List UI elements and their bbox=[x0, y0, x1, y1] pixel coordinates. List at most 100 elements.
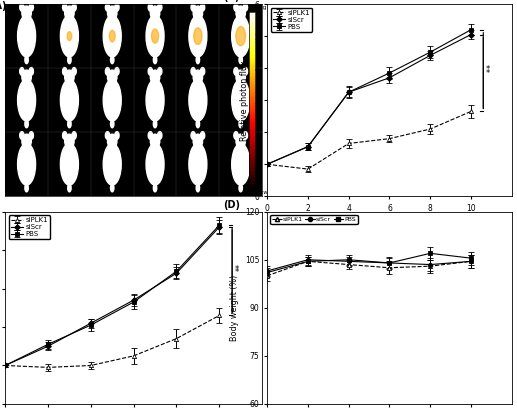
Ellipse shape bbox=[63, 132, 67, 139]
Ellipse shape bbox=[236, 6, 246, 20]
Ellipse shape bbox=[105, 3, 110, 11]
Ellipse shape bbox=[154, 120, 157, 128]
Ellipse shape bbox=[111, 56, 114, 64]
Ellipse shape bbox=[146, 80, 164, 121]
X-axis label: Time (d): Time (d) bbox=[371, 219, 408, 228]
Ellipse shape bbox=[232, 80, 250, 121]
Ellipse shape bbox=[234, 132, 238, 139]
Ellipse shape bbox=[25, 120, 28, 128]
Ellipse shape bbox=[201, 67, 205, 75]
Ellipse shape bbox=[239, 56, 242, 64]
Ellipse shape bbox=[236, 70, 246, 84]
Ellipse shape bbox=[196, 184, 200, 192]
Legend: siPLK1, siScr, PBS: siPLK1, siScr, PBS bbox=[9, 215, 50, 239]
Ellipse shape bbox=[234, 3, 238, 11]
Ellipse shape bbox=[111, 120, 114, 128]
Ellipse shape bbox=[201, 3, 205, 11]
Y-axis label: Body weight (%): Body weight (%) bbox=[231, 275, 239, 341]
Ellipse shape bbox=[193, 134, 203, 148]
Text: *: * bbox=[485, 69, 490, 78]
Ellipse shape bbox=[22, 70, 32, 84]
Ellipse shape bbox=[22, 6, 32, 20]
Ellipse shape bbox=[193, 70, 203, 84]
Ellipse shape bbox=[22, 134, 32, 148]
Text: High: High bbox=[256, 5, 271, 11]
Ellipse shape bbox=[29, 67, 34, 75]
Ellipse shape bbox=[239, 120, 242, 128]
Ellipse shape bbox=[68, 56, 71, 64]
Legend: siPLK1, siScr, PBS: siPLK1, siScr, PBS bbox=[270, 215, 358, 224]
Ellipse shape bbox=[103, 144, 121, 185]
Ellipse shape bbox=[150, 70, 160, 84]
Ellipse shape bbox=[146, 15, 164, 57]
Text: *: * bbox=[485, 65, 490, 74]
Ellipse shape bbox=[232, 15, 250, 57]
Ellipse shape bbox=[158, 3, 162, 11]
Ellipse shape bbox=[191, 132, 195, 139]
Ellipse shape bbox=[18, 80, 36, 121]
Ellipse shape bbox=[244, 3, 248, 11]
Ellipse shape bbox=[60, 80, 79, 121]
Ellipse shape bbox=[115, 132, 119, 139]
Ellipse shape bbox=[196, 120, 200, 128]
Text: (A): (A) bbox=[0, 1, 7, 11]
Ellipse shape bbox=[148, 132, 153, 139]
Ellipse shape bbox=[68, 120, 71, 128]
Ellipse shape bbox=[29, 132, 34, 139]
Text: (B): (B) bbox=[223, 0, 239, 2]
Ellipse shape bbox=[65, 134, 74, 148]
Ellipse shape bbox=[146, 144, 164, 185]
Legend: siPLK1, siScr, PBS: siPLK1, siScr, PBS bbox=[270, 8, 312, 32]
Ellipse shape bbox=[63, 67, 67, 75]
Ellipse shape bbox=[103, 80, 121, 121]
Ellipse shape bbox=[20, 67, 24, 75]
Ellipse shape bbox=[158, 67, 162, 75]
Text: *: * bbox=[234, 268, 238, 277]
Ellipse shape bbox=[158, 132, 162, 139]
Ellipse shape bbox=[108, 70, 117, 84]
Ellipse shape bbox=[239, 184, 242, 192]
Ellipse shape bbox=[103, 15, 121, 57]
Ellipse shape bbox=[65, 6, 74, 20]
Ellipse shape bbox=[148, 67, 153, 75]
Ellipse shape bbox=[108, 134, 117, 148]
Ellipse shape bbox=[67, 32, 72, 41]
Ellipse shape bbox=[72, 67, 76, 75]
Ellipse shape bbox=[244, 132, 248, 139]
Ellipse shape bbox=[191, 3, 195, 11]
Ellipse shape bbox=[148, 3, 153, 11]
Ellipse shape bbox=[201, 132, 205, 139]
Ellipse shape bbox=[194, 28, 202, 44]
Ellipse shape bbox=[150, 6, 160, 20]
Ellipse shape bbox=[193, 6, 203, 20]
Ellipse shape bbox=[25, 184, 28, 192]
Ellipse shape bbox=[20, 3, 24, 11]
Ellipse shape bbox=[63, 3, 67, 11]
Ellipse shape bbox=[196, 56, 200, 64]
Ellipse shape bbox=[29, 3, 34, 11]
Ellipse shape bbox=[189, 80, 207, 121]
Ellipse shape bbox=[18, 15, 36, 57]
Ellipse shape bbox=[115, 3, 119, 11]
Ellipse shape bbox=[20, 132, 24, 139]
Ellipse shape bbox=[60, 144, 79, 185]
Ellipse shape bbox=[150, 134, 160, 148]
Ellipse shape bbox=[191, 67, 195, 75]
Ellipse shape bbox=[25, 56, 28, 64]
Ellipse shape bbox=[18, 144, 36, 185]
Ellipse shape bbox=[105, 132, 110, 139]
Ellipse shape bbox=[236, 27, 246, 46]
Text: *: * bbox=[234, 265, 238, 274]
Ellipse shape bbox=[109, 30, 115, 42]
Ellipse shape bbox=[72, 132, 76, 139]
Ellipse shape bbox=[60, 15, 79, 57]
Ellipse shape bbox=[232, 144, 250, 185]
Ellipse shape bbox=[154, 56, 157, 64]
Ellipse shape bbox=[236, 134, 246, 148]
Ellipse shape bbox=[189, 144, 207, 185]
Text: Low: Low bbox=[256, 190, 269, 195]
Ellipse shape bbox=[151, 29, 159, 43]
Ellipse shape bbox=[244, 67, 248, 75]
Ellipse shape bbox=[105, 67, 110, 75]
Ellipse shape bbox=[154, 184, 157, 192]
